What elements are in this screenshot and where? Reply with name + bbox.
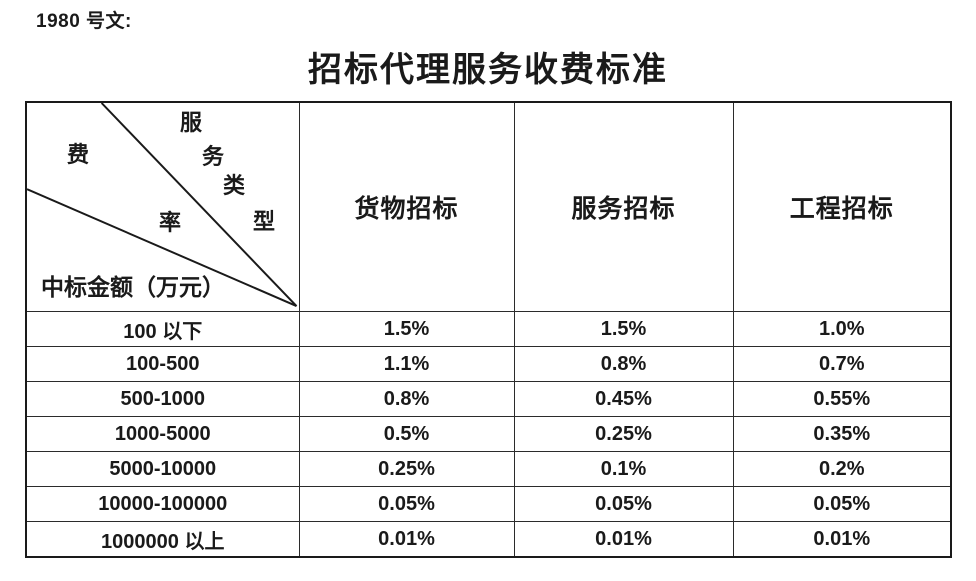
page-title: 招标代理服务收费标准	[308, 52, 668, 89]
fee-value-cell: 0.05%	[298, 486, 515, 522]
table-row: 1000000 以上 0.01% 0.01% 0.01%	[25, 521, 952, 558]
fee-value-cell: 0.2%	[732, 451, 952, 487]
table-row: 5000-10000 0.25% 0.1% 0.2%	[25, 451, 952, 487]
row-label-cell: 1000000 以上	[25, 521, 300, 558]
corner-diagonal-lines	[27, 103, 298, 307]
fee-standard-table: 服 务 类 型 费 率 中标金额（万元） 货物招标 服务招标 工程招标 100 …	[25, 101, 952, 558]
row-label-cell: 100-500	[25, 346, 300, 382]
fee-value-cell: 0.25%	[513, 416, 734, 452]
corner-type-char-4: 型	[252, 209, 276, 234]
table-row: 100 以下 1.5% 1.5% 1.0%	[25, 311, 952, 347]
fee-value-cell: 0.25%	[298, 451, 515, 487]
fee-value-cell: 0.8%	[298, 381, 515, 417]
row-label-cell: 500-1000	[25, 381, 300, 417]
row-label-cell: 1000-5000	[25, 416, 300, 452]
row-label-cell: 100 以下	[25, 311, 300, 347]
header-row: 服 务 类 型 费 率 中标金额（万元） 货物招标 服务招标 工程招标	[25, 101, 952, 312]
fee-value-cell: 0.5%	[298, 416, 515, 452]
corner-type-char-3: 类	[222, 173, 246, 198]
row-label-cell: 10000-100000	[25, 486, 300, 522]
fee-value-cell: 1.0%	[732, 311, 952, 347]
fee-value-cell: 0.05%	[513, 486, 734, 522]
table-row: 10000-100000 0.05% 0.05% 0.05%	[25, 486, 952, 522]
table-row: 500-1000 0.8% 0.45% 0.55%	[25, 381, 952, 417]
fee-value-cell: 0.45%	[513, 381, 734, 417]
corner-cell: 服 务 类 型 费 率 中标金额（万元）	[25, 101, 300, 312]
column-header-engineering: 工程招标	[732, 101, 952, 312]
fee-value-cell: 0.01%	[732, 521, 952, 558]
fee-value-cell: 0.05%	[732, 486, 952, 522]
column-header-goods: 货物招标	[298, 101, 515, 312]
fee-value-cell: 0.35%	[732, 416, 952, 452]
corner-rate-char-2: 率	[158, 210, 182, 235]
corner-amount-label: 中标金额（万元）	[41, 275, 225, 300]
doc-reference: 1980 号文:	[36, 11, 132, 32]
corner-rate-char-1: 费	[66, 142, 90, 167]
fee-value-cell: 1.5%	[513, 311, 734, 347]
fee-value-cell: 0.7%	[732, 346, 952, 382]
corner-type-char-1: 服	[179, 110, 203, 135]
fee-value-cell: 0.01%	[298, 521, 515, 558]
table-row: 1000-5000 0.5% 0.25% 0.35%	[25, 416, 952, 452]
fee-value-cell: 0.55%	[732, 381, 952, 417]
corner-type-char-2: 务	[201, 144, 225, 169]
row-label-cell: 5000-10000	[25, 451, 300, 487]
fee-value-cell: 1.5%	[298, 311, 515, 347]
fee-value-cell: 0.1%	[513, 451, 734, 487]
column-header-services: 服务招标	[513, 101, 734, 312]
fee-value-cell: 1.1%	[298, 346, 515, 382]
fee-value-cell: 0.8%	[513, 346, 734, 382]
fee-value-cell: 0.01%	[513, 521, 734, 558]
table-row: 100-500 1.1% 0.8% 0.7%	[25, 346, 952, 382]
